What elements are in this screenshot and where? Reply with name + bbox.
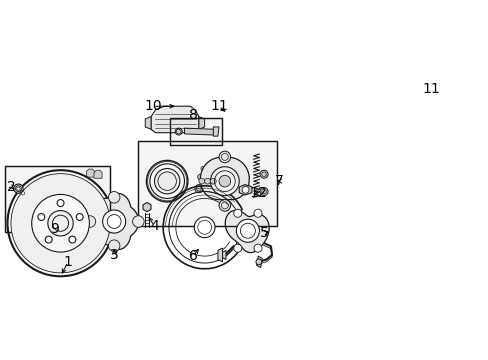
Polygon shape	[27, 182, 71, 207]
Polygon shape	[222, 250, 225, 260]
Circle shape	[260, 170, 267, 178]
Polygon shape	[142, 202, 151, 212]
Circle shape	[48, 211, 73, 236]
Text: 1: 1	[63, 255, 72, 269]
Text: 11: 11	[422, 82, 439, 96]
Circle shape	[253, 209, 262, 217]
Polygon shape	[92, 193, 139, 249]
Circle shape	[219, 151, 230, 163]
Circle shape	[11, 174, 110, 273]
Polygon shape	[256, 256, 262, 267]
Polygon shape	[200, 157, 249, 200]
Circle shape	[146, 161, 187, 202]
Circle shape	[84, 216, 96, 227]
Text: 10: 10	[143, 99, 161, 113]
Circle shape	[154, 168, 180, 194]
Circle shape	[255, 259, 261, 265]
Polygon shape	[239, 185, 251, 195]
Circle shape	[219, 199, 230, 211]
Polygon shape	[184, 128, 214, 135]
Text: 9: 9	[50, 222, 59, 236]
Text: 3: 3	[109, 248, 118, 262]
Polygon shape	[145, 117, 151, 129]
Circle shape	[199, 178, 204, 184]
Polygon shape	[151, 106, 199, 133]
Polygon shape	[218, 248, 222, 262]
Circle shape	[32, 194, 89, 252]
Text: 6: 6	[188, 249, 197, 263]
Circle shape	[102, 210, 125, 233]
Circle shape	[69, 236, 76, 243]
Circle shape	[76, 213, 83, 220]
Circle shape	[57, 199, 64, 207]
Circle shape	[7, 170, 113, 276]
Circle shape	[219, 175, 230, 187]
Circle shape	[260, 188, 267, 195]
Bar	[138, 141, 276, 226]
Polygon shape	[225, 210, 268, 253]
Circle shape	[194, 217, 215, 238]
Circle shape	[210, 178, 216, 184]
Polygon shape	[94, 170, 102, 178]
Polygon shape	[86, 169, 94, 177]
Polygon shape	[13, 197, 25, 208]
Circle shape	[108, 192, 120, 203]
Circle shape	[45, 236, 52, 243]
Circle shape	[197, 174, 203, 180]
Text: 7: 7	[274, 174, 283, 188]
Circle shape	[150, 164, 184, 198]
Text: 12: 12	[249, 186, 266, 200]
Bar	[4, 166, 110, 232]
Circle shape	[175, 128, 182, 135]
Circle shape	[38, 213, 45, 220]
Circle shape	[242, 186, 248, 193]
Circle shape	[194, 185, 203, 193]
Circle shape	[236, 219, 259, 242]
Circle shape	[233, 209, 242, 217]
Text: 2: 2	[7, 180, 16, 194]
Circle shape	[201, 166, 204, 171]
Circle shape	[233, 244, 242, 252]
Bar	[170, 118, 222, 145]
Bar	[4, 166, 110, 232]
Text: 5: 5	[259, 226, 268, 240]
Bar	[170, 118, 222, 145]
Circle shape	[204, 178, 210, 184]
Polygon shape	[66, 184, 101, 209]
Circle shape	[132, 216, 144, 227]
Circle shape	[253, 244, 262, 252]
Text: 11: 11	[210, 99, 227, 113]
Bar	[138, 141, 276, 226]
Circle shape	[210, 167, 239, 195]
Text: 8: 8	[188, 108, 197, 122]
Text: 4: 4	[150, 219, 159, 233]
Polygon shape	[213, 127, 219, 136]
Circle shape	[14, 184, 23, 193]
Circle shape	[108, 240, 120, 252]
Circle shape	[20, 190, 26, 196]
Circle shape	[16, 186, 21, 192]
Polygon shape	[199, 117, 204, 129]
Polygon shape	[12, 210, 24, 220]
